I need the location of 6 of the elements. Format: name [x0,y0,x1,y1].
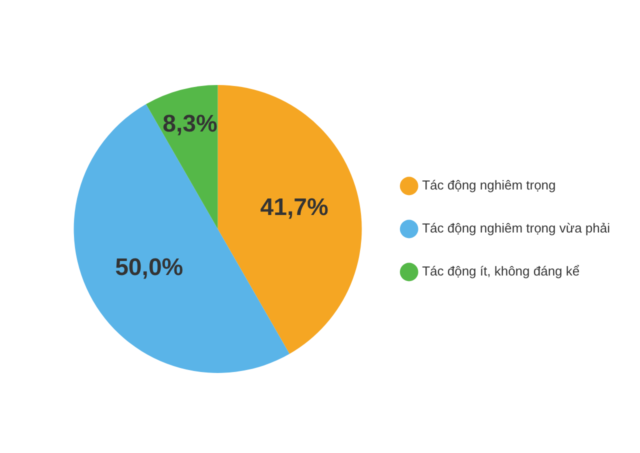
data-label: 41,7% [260,194,328,222]
data-label: 8,3% [162,110,218,138]
legend-label: Tác động nghiêm trọng vừa phải [422,220,610,236]
legend-label: Tác động ít, không đáng kể [422,264,580,279]
legend-label: Tác động nghiêm trọng [422,178,556,193]
data-label: 50,0% [115,254,184,282]
